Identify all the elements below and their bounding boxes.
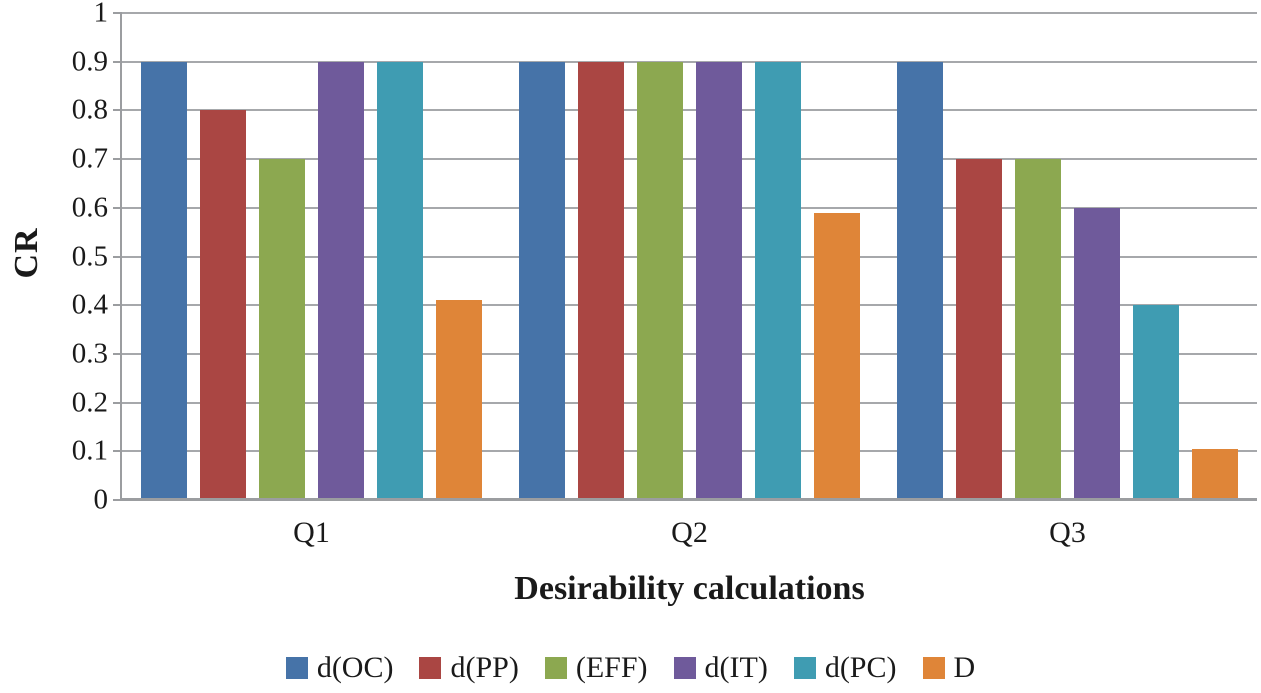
bar-Q1-d(IT) <box>318 62 364 500</box>
y-tick-label: 0 <box>93 483 109 516</box>
gridline <box>122 158 1257 161</box>
x-axis-title: Desirability calculations <box>514 570 865 607</box>
y-tick-label: 0.7 <box>71 142 108 175</box>
y-axis-tick <box>113 304 122 307</box>
bar-Q1-D <box>436 300 482 500</box>
legend-label: d(IT) <box>704 651 768 684</box>
bar-Q1-d(OC) <box>141 62 187 500</box>
gridline <box>122 60 1257 63</box>
y-axis-tick <box>113 255 122 258</box>
legend-label: D <box>953 651 976 684</box>
bar-Q3-d(PC) <box>1133 305 1179 500</box>
x-category-label-Q3: Q3 <box>1049 516 1086 549</box>
x-axis-line <box>120 498 1257 501</box>
bar-Q1-(EFF) <box>259 159 305 500</box>
bar-Q2-d(PC) <box>755 62 801 500</box>
legend-label: d(OC) <box>316 651 394 684</box>
legend-item-d(OC): d(OC) <box>285 651 394 684</box>
legend-swatch <box>922 657 945 679</box>
legend-label: d(PC) <box>824 651 897 684</box>
legend-swatch <box>673 657 696 679</box>
bar-Q3-(EFF) <box>1015 159 1061 500</box>
legend-swatch <box>419 657 442 679</box>
bar-Q1-d(PC) <box>377 62 423 500</box>
legend-label: d(PP) <box>450 651 519 684</box>
x-axis-labels: Q1 Q2 Q3 <box>122 516 1257 556</box>
y-tick-label: 1 <box>93 0 109 29</box>
bar-Q3-D <box>1192 449 1238 500</box>
x-category-label-Q2: Q2 <box>671 516 708 549</box>
bar-Q3-d(IT) <box>1074 208 1120 500</box>
y-tick-label: 0.4 <box>71 288 108 321</box>
y-axis-tick <box>113 352 122 355</box>
gridline <box>122 255 1257 258</box>
y-tick-label: 0.6 <box>71 191 108 224</box>
bar-Q2-d(IT) <box>696 62 742 500</box>
bar-Q1-d(PP) <box>200 110 246 500</box>
bar-Q2-D <box>814 213 860 500</box>
gridline <box>122 12 1257 14</box>
y-axis-tick <box>113 499 122 501</box>
plot-area <box>113 12 1257 501</box>
x-category-label-Q1: Q1 <box>293 516 330 549</box>
gridline <box>122 206 1257 209</box>
y-axis-tick-labels: 0 0.1 0.2 0.3 0.4 0.5 0.6 0.7 0.8 0.9 1 <box>0 0 108 514</box>
gridline <box>122 304 1257 307</box>
gridline <box>122 401 1257 404</box>
y-tick-label: 0.9 <box>71 45 108 78</box>
bar-Q3-d(PP) <box>956 159 1002 500</box>
legend-item-d(PC): d(PC) <box>793 651 897 684</box>
legend-swatch <box>544 657 567 679</box>
y-tick-label: 0.5 <box>71 240 108 272</box>
y-tick-label: 0.1 <box>71 434 108 467</box>
y-axis-tick <box>113 109 122 112</box>
y-axis-tick <box>113 401 122 404</box>
y-axis-tick <box>113 158 122 161</box>
legend-item-d(PP): d(PP) <box>419 651 519 684</box>
legend-item-D: D <box>922 651 976 684</box>
y-axis-tick <box>113 60 122 63</box>
legend-item-(EFF): (EFF) <box>544 651 648 684</box>
y-tick-label: 0.2 <box>71 386 108 419</box>
gridline <box>122 450 1257 453</box>
y-axis-line <box>120 13 122 500</box>
y-tick-label: 0.3 <box>71 337 108 370</box>
legend-item-d(IT): d(IT) <box>673 651 768 684</box>
y-axis-tick <box>113 450 122 453</box>
legend: d(OC) d(PP) (EFF) d(IT) d(PC) D <box>0 650 1261 686</box>
y-tick-label: 0.8 <box>71 93 108 126</box>
legend-swatch <box>285 657 308 679</box>
bar-Q2-d(PP) <box>578 62 624 500</box>
y-axis-tick <box>113 12 122 14</box>
gridline <box>122 109 1257 112</box>
bar-Q2-(EFF) <box>637 62 683 500</box>
bar-Q2-d(OC) <box>519 62 565 500</box>
bar-Q3-d(OC) <box>897 62 943 500</box>
y-axis-tick <box>113 206 122 209</box>
legend-label: (EFF) <box>575 651 648 684</box>
legend-swatch <box>793 657 816 679</box>
gridline <box>122 352 1257 355</box>
